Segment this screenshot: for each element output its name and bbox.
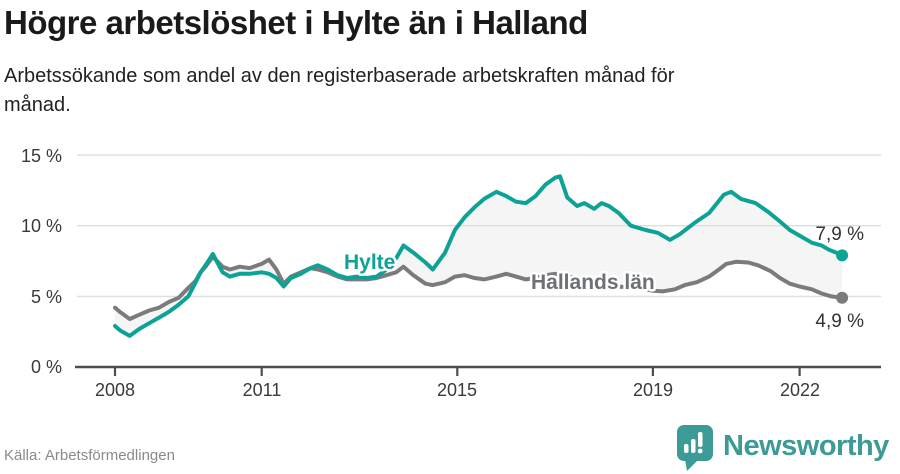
newsworthy-logo-link[interactable]: Newsworthy (676, 424, 889, 472)
y-tick-label-10: 10 % (21, 216, 62, 236)
logo-bar-small (684, 444, 689, 453)
y-tick-label-0: 0 % (31, 357, 62, 377)
x-tick-label-2008: 2008 (95, 380, 135, 400)
hylte-end-dot (836, 249, 849, 262)
logo-exclamation-dot (697, 448, 703, 454)
x-tick-label-2022: 2022 (780, 380, 820, 400)
source-credit: Källa: Arbetsförmedlingen (4, 447, 175, 464)
hylte-line (113, 174, 845, 338)
logo-bubble-tail (685, 459, 699, 471)
logo-exclamation-bar (698, 432, 703, 447)
y-tick-label-5: 5 % (31, 287, 62, 307)
series-label-hylte: Hylte (344, 251, 395, 274)
x-tick-label-2019: 2019 (633, 380, 673, 400)
halland-end-dot (836, 291, 849, 304)
page-title: Högre arbetslöshet i Hylte än i Halland (4, 4, 588, 41)
brand-name: Newsworthy (723, 430, 889, 462)
end-value-halland: 4,9 % (815, 311, 864, 332)
series-label-halland: Hallands län (531, 271, 655, 294)
chart-subtitle: Arbetssökande som andel av den registerb… (4, 65, 675, 116)
x-tick-label-2015: 2015 (437, 380, 477, 400)
x-tick-label-2011: 2011 (243, 380, 282, 400)
y-tick-label-15: 15 % (21, 146, 62, 166)
series-layer (113, 174, 849, 338)
grid-layer (75, 154, 881, 376)
end-value-hylte: 7,9 % (815, 224, 864, 245)
newsworthy-logo-icon (677, 425, 713, 471)
area-between-series (115, 176, 843, 336)
logo-bar-medium (691, 439, 696, 453)
area-between-layer (115, 176, 843, 336)
